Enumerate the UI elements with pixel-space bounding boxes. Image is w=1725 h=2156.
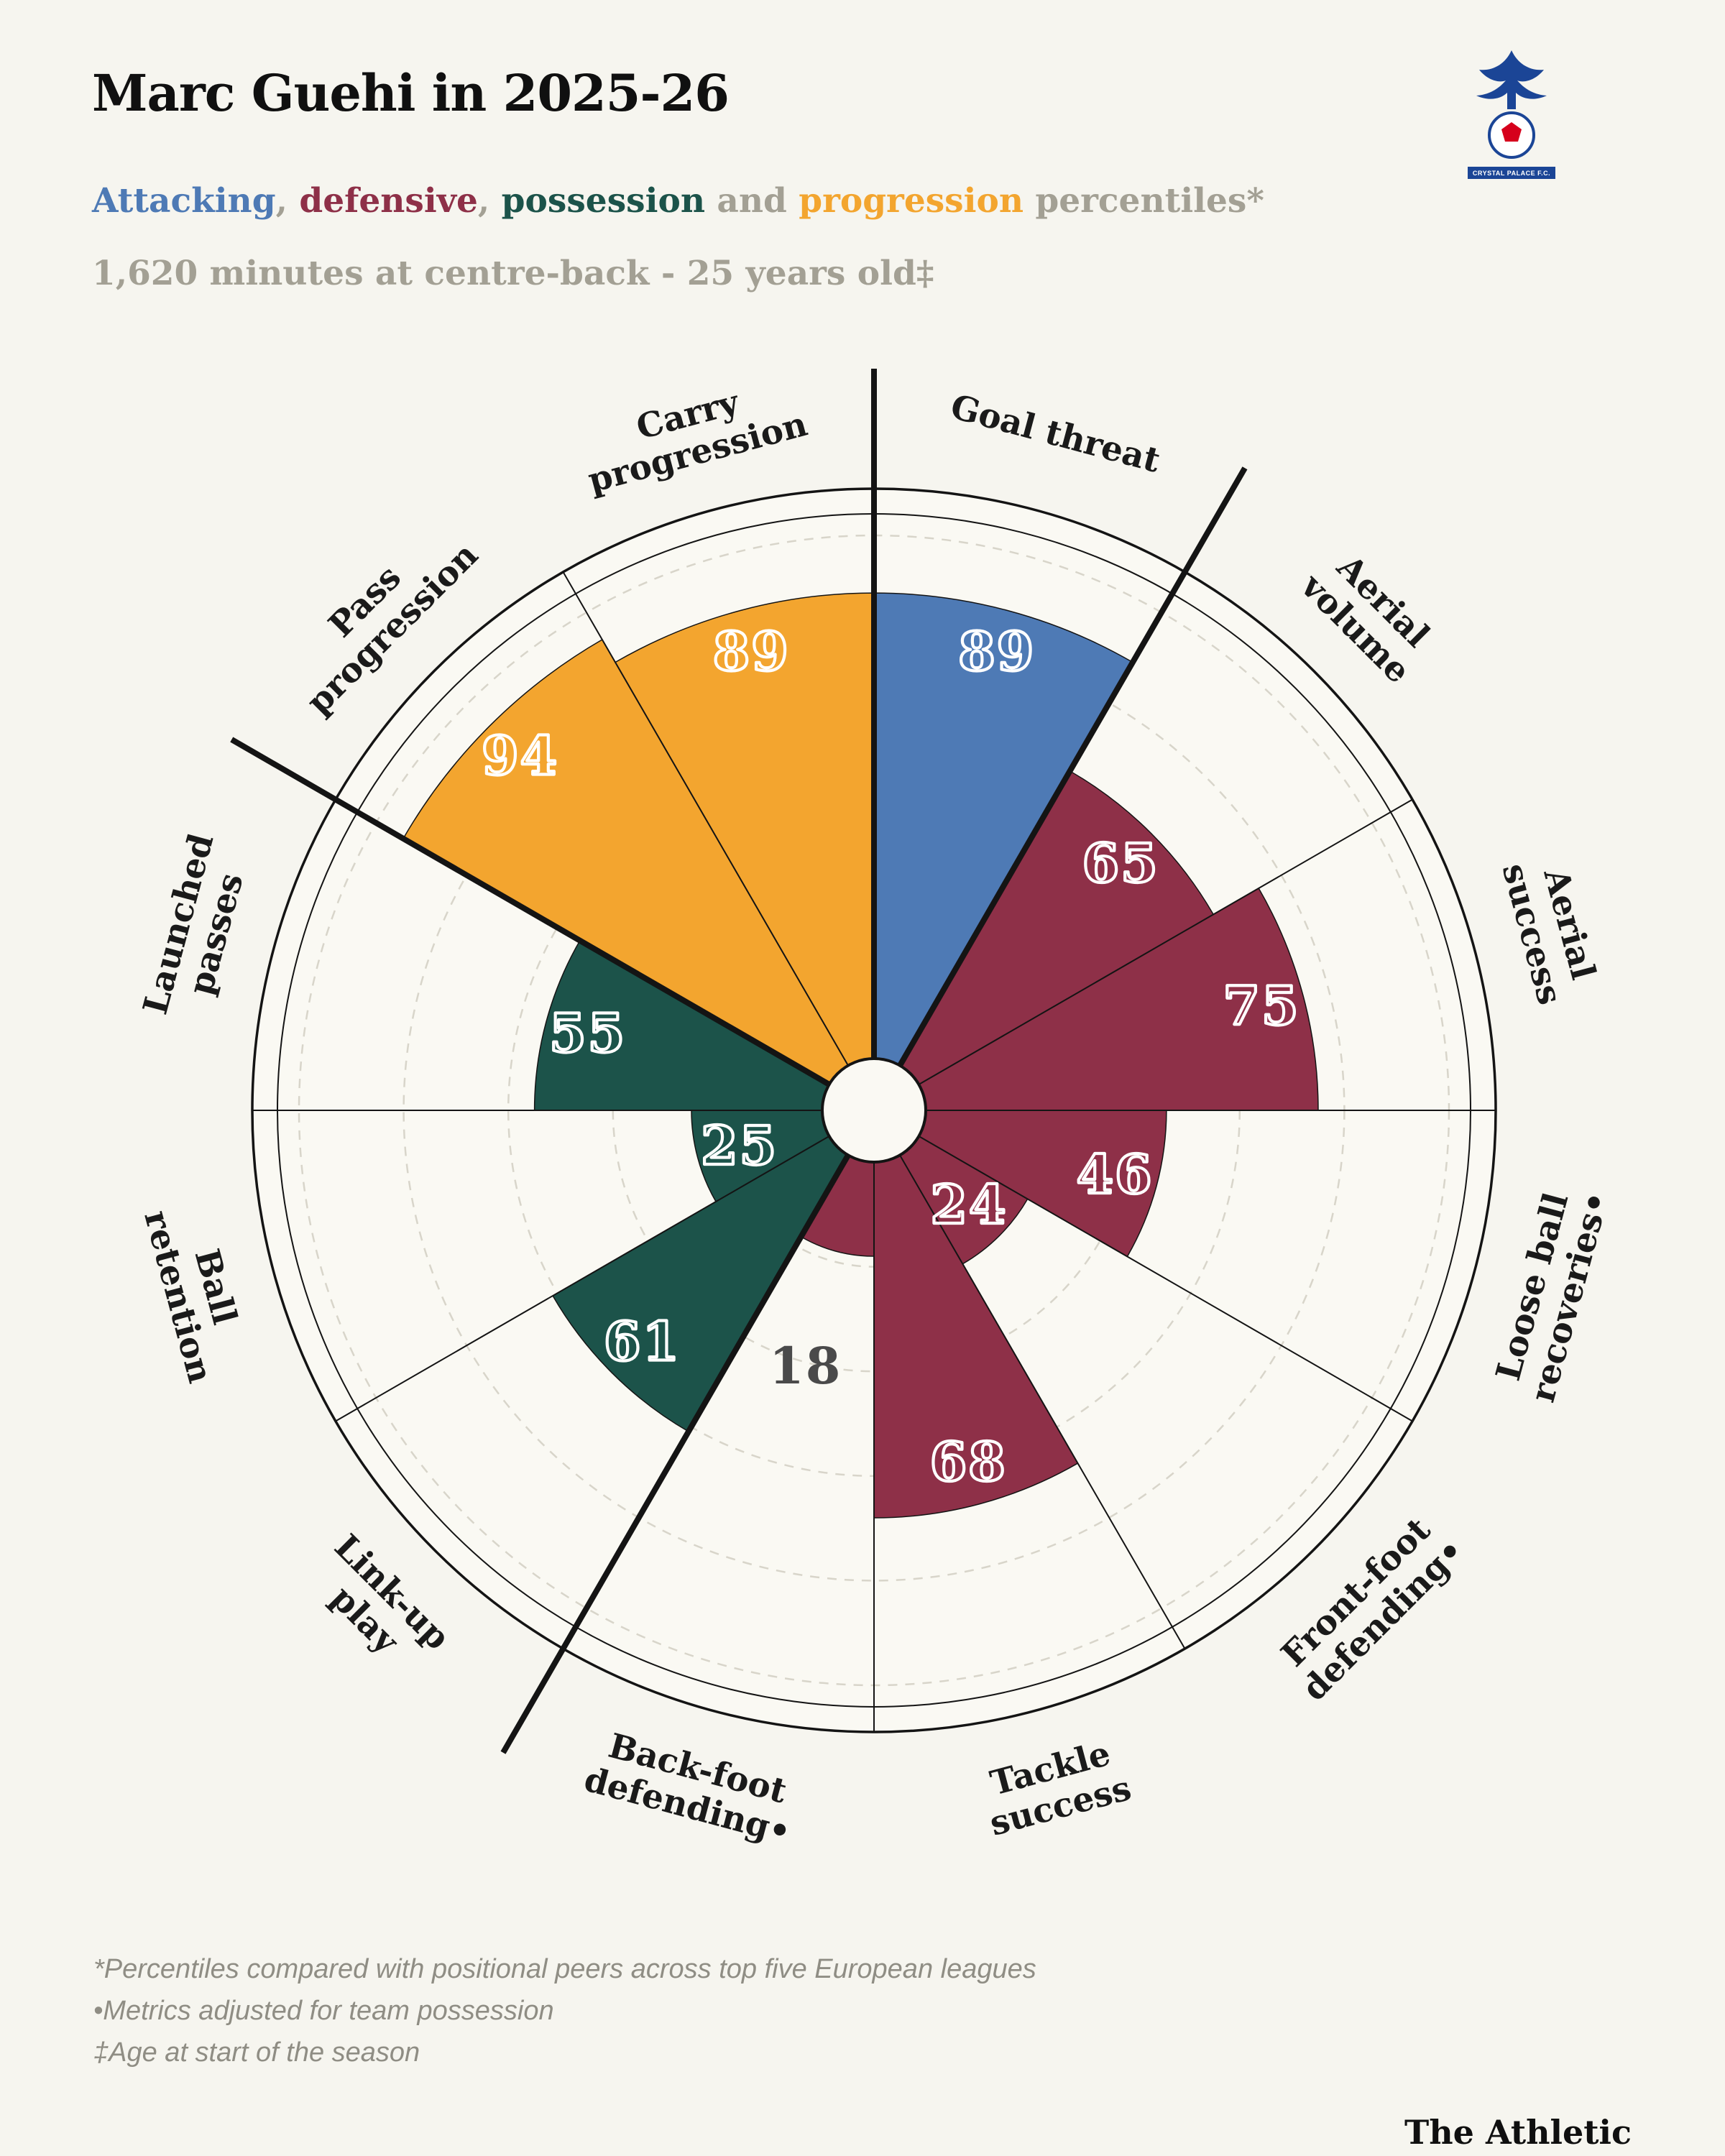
pizza-chart: 89 Goal threat 65 Aerialvolume 75 Aerialsucce…: [136, 367, 1617, 1853]
legend-word-possession: possession: [501, 181, 705, 221]
slice-value-pass-progression: 94: [482, 726, 558, 788]
slice-label-aerial-volume: Aerialvolume: [1293, 538, 1445, 691]
slice-label-goal-threat: Goal threat: [947, 387, 1164, 481]
slice-divider: [335, 1135, 830, 1422]
slice-value-aerial-success: 75: [1223, 976, 1300, 1038]
subtitle-separator: ,: [477, 181, 502, 221]
slice-divider: [918, 798, 1413, 1085]
header: Marc Guehi in 2025-26 Attacking, defensi…: [92, 63, 1264, 294]
crest-ball-pattern: [1501, 122, 1522, 142]
slice-value-tackle-success: 68: [930, 1432, 1007, 1493]
slice-value-loose-ball-recoveries: 46: [1077, 1144, 1154, 1206]
footnote-possession-adjusted: •Metrics adjusted for team possession: [93, 1995, 554, 2026]
meta-line: 1,620 minutes at centre-back - 25 years …: [92, 254, 934, 294]
eagle-icon: [1476, 50, 1547, 109]
subtitle: Attacking, defensive, possession and pro…: [92, 181, 1264, 221]
group-divider: [896, 466, 1248, 1069]
footnote-percentiles: *Percentiles compared with positional pe…: [93, 1954, 1036, 1984]
slice-value-back-foot-defending: 18: [769, 1336, 842, 1396]
page-title: Marc Guehi in 2025-26: [92, 63, 730, 123]
legend-word-progression: progression: [799, 181, 1024, 221]
slice-label-ball-retention: Ballretention: [136, 1197, 257, 1387]
slice-label-back-foot-defending: Back-footdefending•: [580, 1722, 805, 1853]
slice-label-launched-passes: Launchedpasses: [136, 829, 259, 1028]
slice-label-loose-ball-recoveries: Loose ballrecoveries•: [1486, 1177, 1617, 1406]
slice-label-tackle-success: Tacklesuccess: [975, 1731, 1135, 1844]
subtitle-word-and: and: [705, 181, 799, 221]
subtitle-separator: ,: [275, 181, 300, 221]
group-divider: [230, 737, 832, 1088]
slice-label-carry-progression: Carryprogression: [574, 367, 811, 501]
slice-value-link-up-play: 61: [604, 1311, 681, 1373]
slice-divider: [562, 571, 849, 1067]
slice-label-aerial-success: Aerialsuccess: [1494, 849, 1607, 1009]
legend-word-defensive: defensive: [299, 181, 478, 221]
brand-wordmark: The Athletic: [1404, 2113, 1632, 2152]
slice-value-launched-passes: 55: [549, 1003, 626, 1064]
slice-divider: [899, 1154, 1186, 1649]
slice-value-front-foot-defending: 24: [931, 1174, 1008, 1236]
legend-word-attacking: Attacking: [92, 181, 276, 221]
group-divider: [500, 1152, 852, 1754]
footnote-age: ‡Age at start of the season: [93, 2037, 420, 2068]
slice-value-ball-retention: 25: [701, 1115, 778, 1177]
footnotes: *Percentiles compared with positional pe…: [93, 1949, 1036, 2073]
crest-banner-text: CRYSTAL PALACE F.C.: [1473, 170, 1550, 177]
crest-banner: [1468, 167, 1555, 179]
slice-value-carry-progression: 89: [713, 622, 790, 683]
slice-divider: [918, 1135, 1413, 1422]
slice-value-aerial-volume: 65: [1082, 833, 1159, 895]
subtitle-tail: percentiles*: [1024, 181, 1264, 221]
club-crest: CRYSTAL PALACE F.C.: [1468, 50, 1555, 179]
slice-value-goal-threat: 89: [958, 622, 1035, 683]
center-hub: [821, 1057, 927, 1164]
